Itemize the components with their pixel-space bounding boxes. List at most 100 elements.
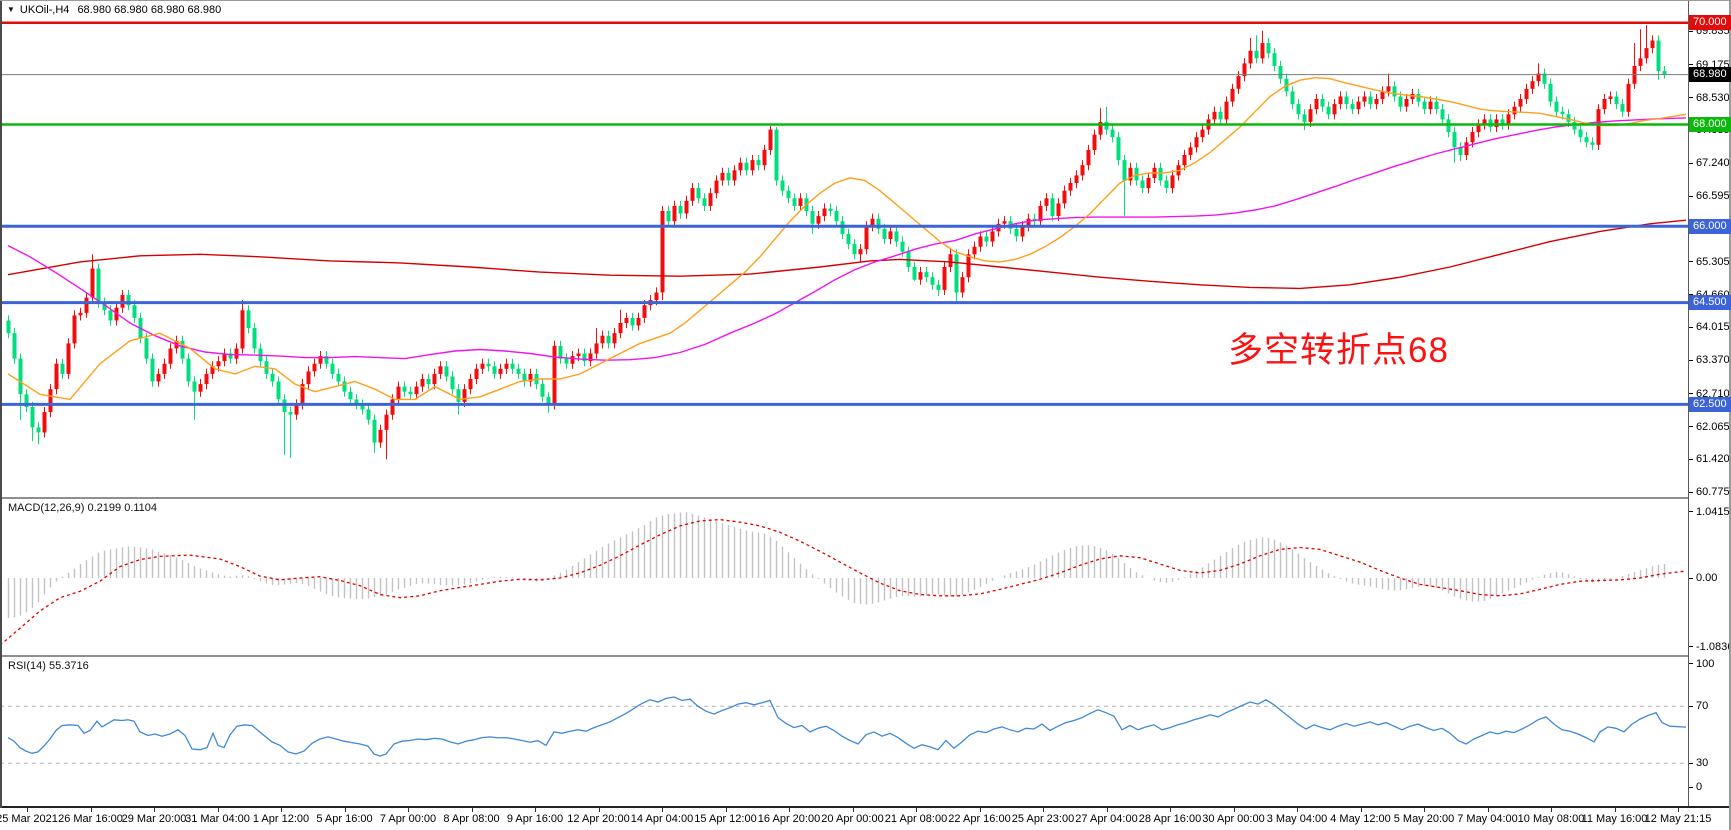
macd-signal-value: 0.1104 <box>124 502 158 514</box>
time-axis-label: 1 Apr 12:00 <box>252 813 310 825</box>
time-axis-label: 8 Apr 08:00 <box>443 813 500 825</box>
time-axis-label: 20 Apr 00:00 <box>821 813 884 825</box>
time-axis-label: 15 Apr 12:00 <box>694 813 757 825</box>
time-axis-label: 3 May 04:00 <box>1266 813 1328 825</box>
price-axis-tick: 64.015 <box>1696 321 1730 334</box>
price-axis-tick-mark <box>1689 359 1693 361</box>
time-axis-tickmark <box>979 808 981 812</box>
time-axis-label: 16 Apr 20:00 <box>757 813 821 825</box>
price-axis-separator <box>1688 1 1689 807</box>
rsi-value: 55.3716 <box>48 660 89 672</box>
time-axis-tickmark <box>1424 808 1425 812</box>
time-axis-tickmark <box>1233 808 1235 812</box>
price-axis-tick: 67.240 <box>1696 157 1730 170</box>
time-axis-label: 21 Apr 08:00 <box>884 813 948 825</box>
price-axis-tick-mark <box>1689 195 1693 197</box>
chart-canvas[interactable] <box>0 1 1688 807</box>
time-axis-tickmark <box>789 808 790 812</box>
price-axis-tick-mark <box>1689 162 1693 164</box>
price-axis-tick-mark <box>1689 294 1693 295</box>
time-axis-tickmark <box>852 808 854 812</box>
price-axis-tick-mark <box>1689 491 1693 493</box>
time-axis-tickmark <box>408 808 409 812</box>
time-axis-label: 7 May 04:00 <box>1457 813 1518 825</box>
rsi-axis-tick: 70 <box>1696 700 1709 713</box>
time-axis-tickmark <box>916 808 917 812</box>
macd-axis-tick: -1.0836 <box>1696 640 1731 653</box>
time-axis-tickmark <box>1614 808 1616 812</box>
macd-axis-tick-mark <box>1689 577 1693 579</box>
time-axis-label: 4 May 12:00 <box>1330 813 1391 825</box>
price-badge-68.980: 68.980 <box>1689 67 1731 83</box>
time-axis-tickmark <box>1043 808 1044 812</box>
symbol-period-label: UKOil-,H4 <box>19 4 70 16</box>
rsi-axis-tick: 0 <box>1696 781 1703 793</box>
time-axis-label: 14 Apr 04:00 <box>630 813 694 825</box>
price-axis-tick: 60.775 <box>1696 486 1730 499</box>
time-axis-label: 10 May 08:00 <box>1517 813 1585 825</box>
chart-annotation-text: 多空转折点68 <box>1228 331 1449 370</box>
time-axis-label: 5 Apr 16:00 <box>316 813 373 825</box>
rsi-name: RSI(14) <box>8 660 46 672</box>
price-axis-tick-mark <box>1689 458 1693 460</box>
time-axis-tickmark <box>1487 808 1489 812</box>
price-axis-tick: 65.305 <box>1696 255 1730 268</box>
price-badge-64.500: 64.500 <box>1689 295 1731 311</box>
chart-title: ▼ UKOil-,H4 68.980 68.980 68.980 68.980 <box>7 4 221 16</box>
price-axis-tick: 62.710 <box>1696 387 1730 400</box>
macd-axis-tick: 0.00 <box>1696 572 1718 584</box>
time-axis-tickmark <box>1106 808 1108 812</box>
time-axis-label: 12 May 21:15 <box>1644 813 1712 825</box>
time-axis-tickmark <box>598 808 600 812</box>
time-axis-label: 22 Apr 16:00 <box>948 813 1011 825</box>
price-axis-tick-mark <box>1689 64 1693 66</box>
time-axis-tickmark <box>1360 808 1362 812</box>
time-axis-tickmark <box>1297 808 1298 812</box>
rsi-axis-tick: 30 <box>1696 757 1709 770</box>
rsi-axis-tick-mark <box>1689 705 1693 707</box>
time-axis-tickmark <box>217 808 219 812</box>
price-axis-tick-mark <box>1689 393 1693 395</box>
time-axis-tickmark <box>662 808 663 812</box>
rsi-indicator-label: RSI(14) 55.3716 <box>8 660 89 672</box>
macd-axis-tick-mark <box>1689 646 1693 648</box>
time-axis[interactable]: 25 Mar 2021 26 Mar 16:00 29 Mar 20:00 31 Ma… <box>0 808 1731 830</box>
price-axis[interactable]: 69.83569.17568.53067.88567.24066.59565.9… <box>1689 1 1731 807</box>
price-axis-tick-mark <box>1689 97 1693 98</box>
time-axis-label: 25 Apr 23:00 <box>1011 813 1075 825</box>
time-axis-tickmark <box>725 808 727 812</box>
time-axis-label: 7 Apr 00:00 <box>379 813 437 825</box>
time-axis-tickmark <box>1551 808 1552 812</box>
time-axis-tickmark <box>1678 808 1679 812</box>
macd-name: MACD(12,26,9) <box>8 502 85 514</box>
time-axis-tickmark <box>90 808 92 812</box>
time-axis-label: 28 Apr 16:00 <box>1138 813 1202 825</box>
time-axis-label: 9 Apr 16:00 <box>506 813 564 825</box>
price-badge-66.000: 66.000 <box>1689 218 1731 234</box>
time-axis-tickmark <box>1170 808 1171 812</box>
collapse-quotes-icon[interactable]: ▼ <box>7 5 15 14</box>
window-left-border <box>0 1 2 808</box>
price-axis-tick-mark <box>1689 426 1693 428</box>
macd-main-value: 0.2199 <box>87 502 122 514</box>
time-axis-tickmark <box>344 808 346 812</box>
price-axis-tick: 66.595 <box>1696 190 1730 202</box>
time-axis-label: 25 Mar 2021 <box>0 813 58 825</box>
time-axis-label: 30 Apr 00:00 <box>1202 813 1265 825</box>
rsi-axis-tick-mark <box>1689 663 1693 664</box>
rsi-axis-tick: 100 <box>1696 657 1715 670</box>
time-axis-label: 11 May 16:00 <box>1581 813 1648 825</box>
time-axis-tickmark <box>281 808 282 812</box>
price-badge-70.000: 70.000 <box>1689 15 1731 31</box>
window-right-border <box>1729 1 1731 830</box>
time-axis-label: 26 Mar 16:00 <box>58 813 123 825</box>
macd-axis-tick-mark <box>1689 511 1693 513</box>
price-axis-tick-mark <box>1689 30 1693 32</box>
macd-axis-tick: 1.0415 <box>1696 505 1730 518</box>
time-axis-label: 12 Apr 20:00 <box>567 813 630 825</box>
time-axis-tickmark <box>471 808 473 812</box>
price-axis-tick: 68.530 <box>1696 91 1730 104</box>
time-axis-label: 5 May 20:00 <box>1393 813 1455 825</box>
time-axis-label: 27 Apr 04:00 <box>1075 813 1138 825</box>
